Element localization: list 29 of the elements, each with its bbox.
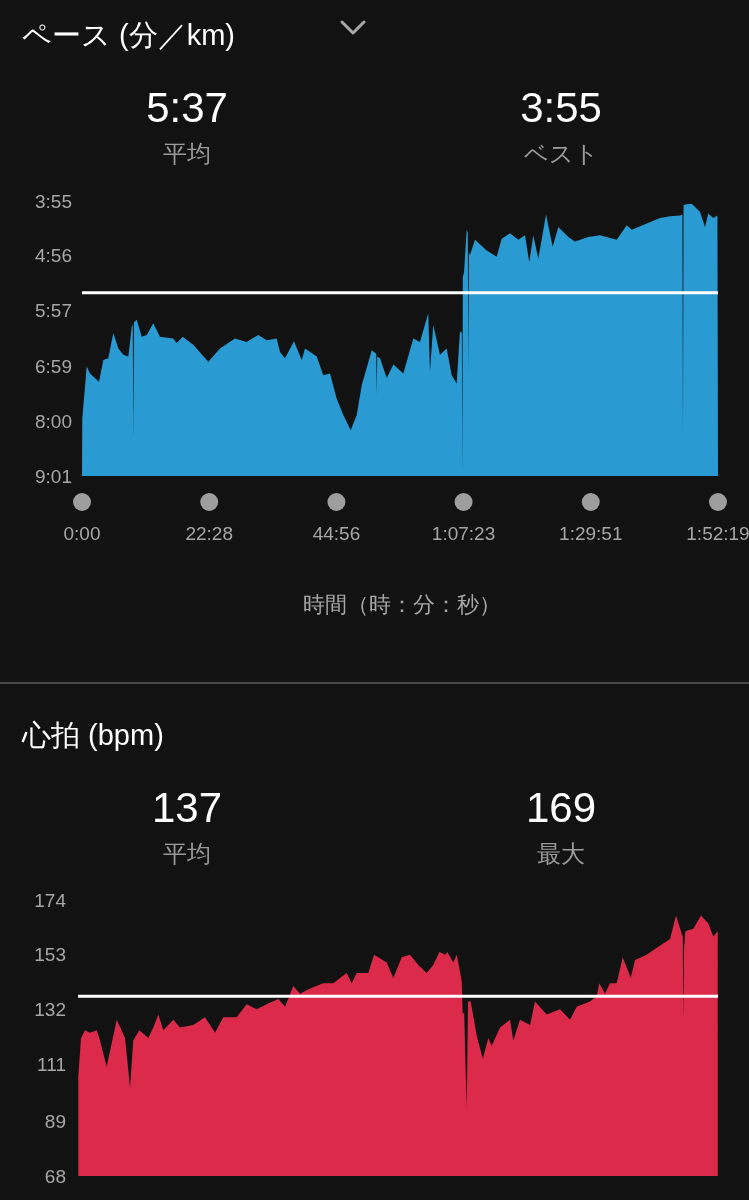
text: 平均 xyxy=(163,140,211,167)
y-tick-label: 8:00 xyxy=(35,410,72,432)
y-tick-label: 5:57 xyxy=(35,300,72,322)
y-tick-label: 111 xyxy=(37,1053,66,1075)
y-tick-label: 9:01 xyxy=(35,465,72,487)
y-tick-label: 89 xyxy=(44,1110,66,1132)
y-tick-label: 68 xyxy=(44,1165,66,1187)
text: 169 xyxy=(525,784,597,831)
y-tick-label: 4:56 xyxy=(35,245,72,267)
x-axis-title: 時間（時：分：秒） xyxy=(303,592,501,617)
text: 5:37 xyxy=(146,84,228,131)
y-tick-label: 174 xyxy=(34,889,67,911)
text: ベスト xyxy=(523,140,599,167)
x-tick-label: 44:56 xyxy=(312,523,361,544)
text: 3:55 xyxy=(520,84,602,131)
x-tick-label: 0:00 xyxy=(63,523,101,544)
y-tick-label: 153 xyxy=(34,944,66,966)
y-tick-label: 132 xyxy=(34,998,66,1020)
chart-title: ペース (分／km) xyxy=(22,19,236,51)
text: 最大 xyxy=(537,840,585,867)
x-tick-label: 1:52:19 xyxy=(686,523,749,544)
x-tick-label: 1:07:23 xyxy=(431,523,496,544)
x-tick-label: 1:29:51 xyxy=(559,523,623,544)
y-tick-label: 3:55 xyxy=(35,190,72,212)
y-tick-label: 6:59 xyxy=(35,355,72,377)
x-tick-label: 22:28 xyxy=(185,523,233,544)
text: 137 xyxy=(151,784,223,831)
chart-title: 心拍 (bpm) xyxy=(21,719,164,751)
text: 平均 xyxy=(163,840,211,867)
